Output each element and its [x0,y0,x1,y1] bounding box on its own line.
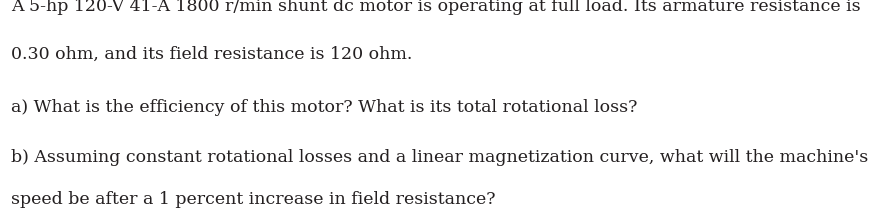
Text: 0.30 ohm, and its field resistance is 120 ohm.: 0.30 ohm, and its field resistance is 12… [11,45,412,62]
Text: b) Assuming constant rotational losses and a linear magnetization curve, what wi: b) Assuming constant rotational losses a… [11,149,868,166]
Text: A 5-hp 120-V 41-A 1800 r/min shunt dc motor is operating at full load. Its armat: A 5-hp 120-V 41-A 1800 r/min shunt dc mo… [11,0,860,15]
Text: speed be after a 1 percent increase in field resistance?: speed be after a 1 percent increase in f… [11,191,496,208]
Text: a) What is the efficiency of this motor? What is its total rotational loss?: a) What is the efficiency of this motor?… [11,99,637,116]
